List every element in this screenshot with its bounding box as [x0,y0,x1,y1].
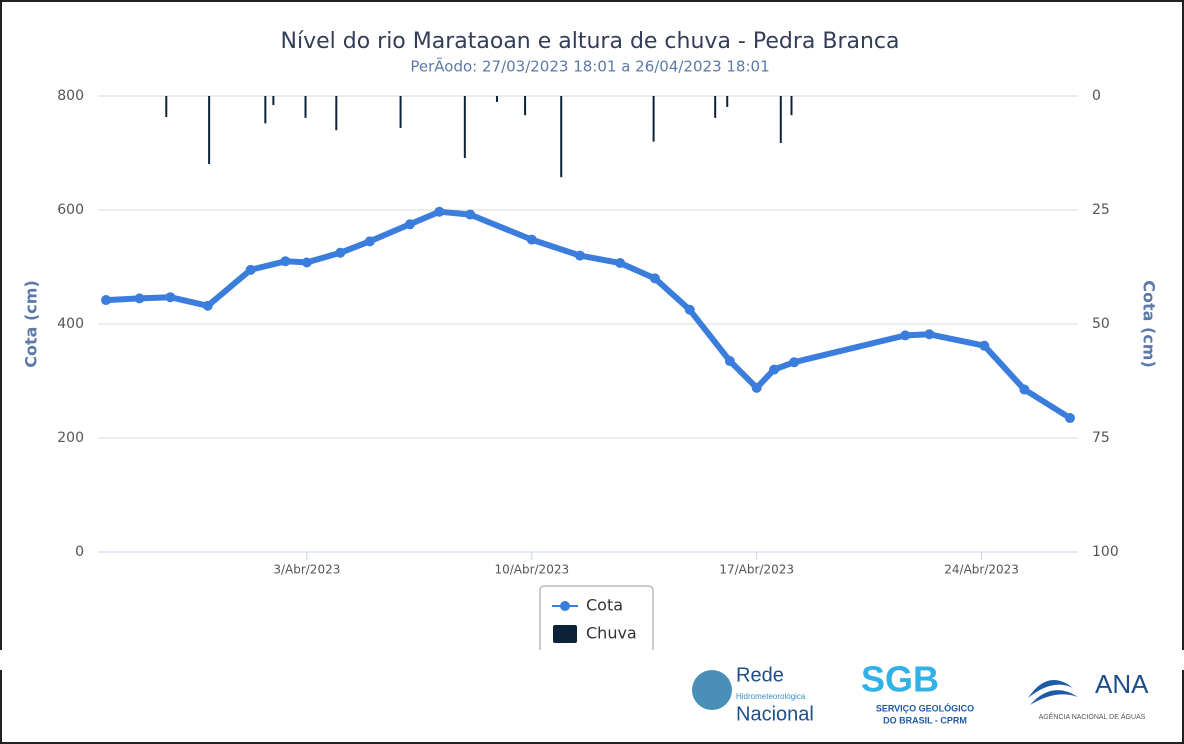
level-point [134,293,145,304]
y2-tick-label: 25 [1092,202,1110,218]
y2-axis-label: Cota (cm) [1140,280,1159,368]
level-point [404,219,415,230]
level-point [280,256,291,267]
level-point [769,364,780,375]
rain-bar [652,96,655,142]
y2-tick-label: 100 [1092,544,1119,560]
level-point [900,330,911,341]
level-point [924,329,935,340]
level-point [364,236,375,247]
level-point [751,382,762,393]
legend-label: Chuva [586,624,637,643]
y-tick-label: 200 [57,430,84,446]
logo-text: Rede [736,664,784,686]
rain-bar [264,96,267,124]
rain-bar [495,96,498,102]
x-tick-label: 10/Abr/2023 [494,563,569,577]
rain-bar [726,96,729,107]
logo-text: Hidrometeorológica [736,692,806,701]
level-point [526,234,537,245]
level-point [649,273,660,284]
rain-bar [165,96,168,117]
level-point [434,206,445,217]
level-point [615,258,626,269]
chart-subtitle: PerÃodo: 27/03/2023 18:01 a 26/04/2023 1… [410,57,769,76]
level-point [335,247,346,258]
logo-text: SGB [861,659,939,700]
rain-bar [208,96,211,164]
level-point [724,356,735,367]
rain-bar [399,96,402,128]
level-point [465,209,476,220]
y-axis-label: Cota (cm) [22,280,41,368]
legend-label: Cota [586,596,623,615]
level-point [165,292,176,303]
y-tick-label: 0 [75,544,84,560]
logo-icon [1028,680,1078,705]
chart-title: Nível do rio Marataoan e altura de chuva… [281,29,900,54]
level-point [574,250,585,261]
level-point [245,264,256,275]
y2-tick-label: 75 [1092,430,1110,446]
legend-marker [560,601,570,611]
rain-bar [304,96,307,118]
x-tick-label: 17/Abr/2023 [719,563,794,577]
rain-bar [779,96,782,143]
legend-marker [553,625,577,643]
x-tick-label: 3/Abr/2023 [273,563,340,577]
level-point [1064,413,1075,424]
level-point [202,300,213,311]
rain-bar [714,96,717,118]
y2-tick-label: 0 [1092,88,1101,104]
logo-text: DO BRASIL - CPRM [883,715,967,725]
rain-bar [463,96,466,159]
y-tick-label: 800 [57,88,84,104]
level-point [301,257,312,268]
logo-text: ANA [1095,669,1149,699]
rain-bar [524,96,527,116]
x-tick-label: 24/Abr/2023 [944,563,1019,577]
rain-bar [272,96,275,106]
logo-icon [692,670,732,710]
level-point [789,357,800,368]
level-point [684,304,695,315]
rain-bar [335,96,338,131]
level-point [101,295,112,306]
level-point [1019,384,1030,395]
logo-text: Nacional [736,703,814,725]
legend-cut [0,650,1184,670]
y-tick-label: 400 [57,316,84,332]
y2-tick-label: 50 [1092,316,1110,332]
level-line [103,208,1073,421]
logo-text: AGÊNCIA NACIONAL DE ÁGUAS [1039,712,1146,721]
y-tick-label: 600 [57,202,84,218]
level-point [979,340,990,351]
logo-text: SERVIÇO GEOLÓGICO [876,702,974,713]
rain-bar [790,96,793,116]
logos: Rede Hidrometeorológica Nacional SGB SER… [692,659,1149,725]
rain-bar [560,96,563,178]
